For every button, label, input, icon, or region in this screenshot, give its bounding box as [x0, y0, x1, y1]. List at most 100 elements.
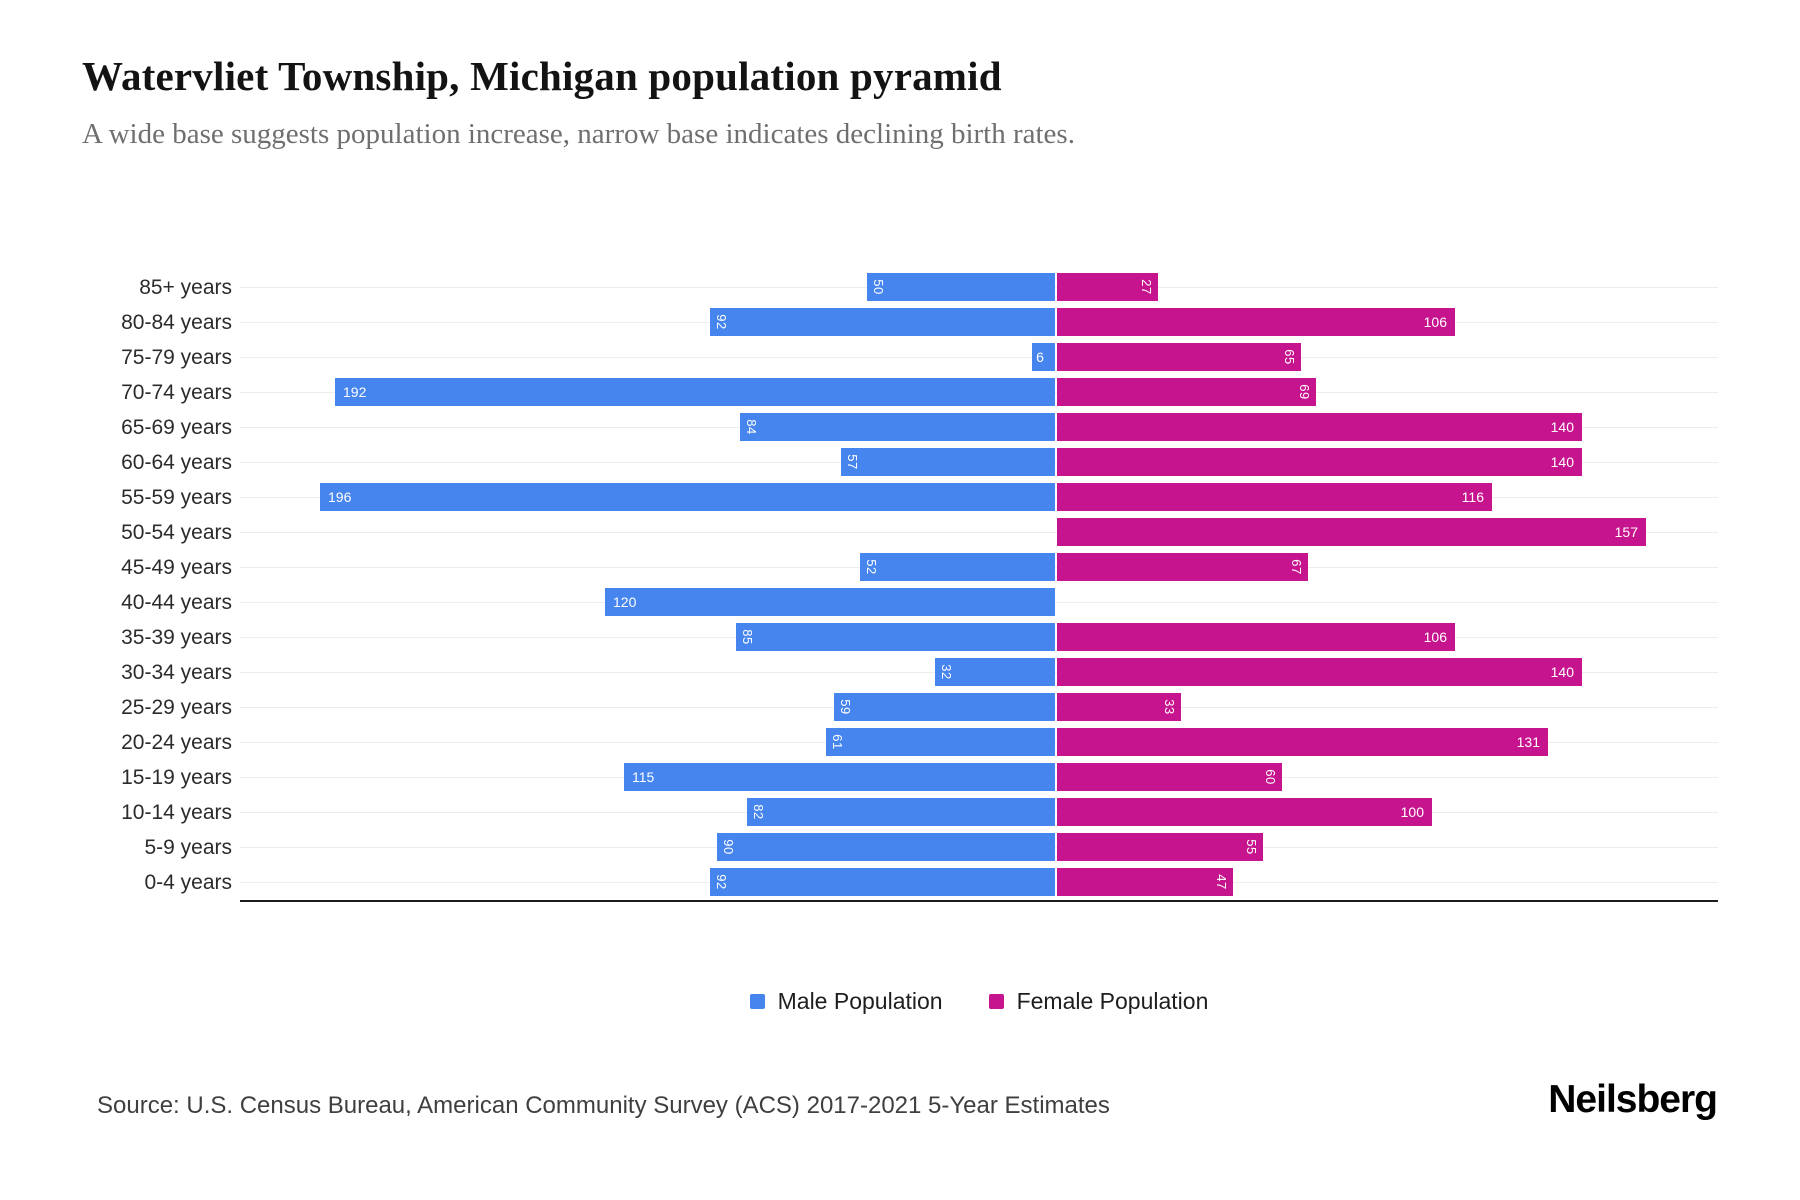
gridline	[240, 532, 1718, 533]
male-bar[interactable]: 59	[834, 693, 1055, 721]
y-axis-label: 25-29 years	[121, 696, 232, 719]
row-plot: 57 140	[240, 445, 1718, 480]
male-bar[interactable]: 196	[320, 483, 1055, 511]
female-bar[interactable]: 47	[1057, 868, 1233, 896]
bar-value-label: 90	[721, 839, 736, 855]
bar-value-label: 69	[1297, 384, 1312, 400]
male-bar[interactable]: 85	[736, 623, 1055, 651]
source-note: Source: U.S. Census Bureau, American Com…	[97, 1092, 1110, 1119]
legend-item[interactable]: Female Population	[988, 988, 1209, 1015]
male-bar[interactable]: 6	[1032, 343, 1055, 371]
bar-value-label: 82	[751, 804, 766, 820]
bar-value-label: 85	[740, 629, 755, 645]
y-axis-label: 45-49 years	[121, 556, 232, 579]
y-axis-label: 15-19 years	[121, 766, 232, 789]
female-bar[interactable]: 106	[1057, 308, 1455, 336]
pyramid-row: 80-84 years 92 106	[0, 305, 1800, 340]
row-plot: 82 100	[240, 795, 1718, 830]
legend-swatch-icon	[988, 994, 1004, 1009]
page-subtitle: A wide base suggests population increase…	[82, 118, 1075, 150]
female-bar[interactable]: 69	[1057, 378, 1316, 406]
legend-label: Female Population	[1016, 988, 1209, 1014]
row-plot: 92 106	[240, 305, 1718, 340]
male-bar[interactable]: 52	[860, 553, 1055, 581]
pyramid-row: 50-54 years 157	[0, 515, 1800, 550]
female-bar[interactable]: 106	[1057, 623, 1455, 651]
y-axis-label: 35-39 years	[121, 626, 232, 649]
x-axis-line	[240, 900, 1718, 902]
chart-rows: 85+ years 50 27 80-84 years 92 106 75-79 years…	[0, 270, 1800, 900]
male-bar[interactable]: 90	[717, 833, 1055, 861]
bar-value-label: 32	[939, 664, 954, 680]
bar-value-label: 140	[1550, 454, 1574, 470]
female-bar[interactable]: 140	[1057, 448, 1582, 476]
y-axis-label: 0-4 years	[144, 871, 232, 894]
male-bar[interactable]: 192	[335, 378, 1055, 406]
bar-value-label: 50	[871, 279, 886, 295]
female-bar[interactable]: 27	[1057, 273, 1158, 301]
bar-value-label: 106	[1423, 629, 1447, 645]
gridline	[240, 357, 1718, 358]
pyramid-row: 45-49 years 52 67	[0, 550, 1800, 585]
male-bar[interactable]: 92	[710, 308, 1055, 336]
bar-value-label: 120	[613, 594, 637, 610]
female-bar[interactable]: 33	[1057, 693, 1181, 721]
bar-value-label: 92	[714, 314, 729, 330]
male-bar[interactable]: 92	[710, 868, 1055, 896]
bar-value-label: 192	[343, 384, 367, 400]
female-bar[interactable]: 140	[1057, 413, 1582, 441]
bar-value-label: 33	[1162, 699, 1177, 715]
bar-value-label: 140	[1550, 419, 1574, 435]
pyramid-row: 5-9 years 90 55	[0, 830, 1800, 865]
legend-item[interactable]: Male Population	[749, 988, 943, 1015]
bar-value-label: 100	[1400, 804, 1424, 820]
row-plot: 120	[240, 585, 1718, 620]
male-bar[interactable]: 115	[624, 763, 1055, 791]
bar-value-label: 67	[1289, 559, 1304, 575]
pyramid-row: 25-29 years 59 33	[0, 690, 1800, 725]
female-bar[interactable]: 55	[1057, 833, 1263, 861]
row-plot: 52 67	[240, 550, 1718, 585]
pyramid-row: 75-79 years 6 65	[0, 340, 1800, 375]
y-axis-label: 65-69 years	[121, 416, 232, 439]
male-bar[interactable]: 84	[740, 413, 1055, 441]
y-axis-label: 85+ years	[139, 276, 232, 299]
female-bar[interactable]: 116	[1057, 483, 1492, 511]
male-bar[interactable]: 61	[826, 728, 1055, 756]
row-plot: 84 140	[240, 410, 1718, 445]
y-axis-label: 30-34 years	[121, 661, 232, 684]
female-bar[interactable]: 140	[1057, 658, 1582, 686]
bar-value-label: 57	[845, 454, 860, 470]
population-pyramid-chart: 85+ years 50 27 80-84 years 92 106 75-79 years…	[0, 270, 1800, 902]
bar-value-label: 55	[1244, 839, 1259, 855]
female-bar[interactable]: 67	[1057, 553, 1308, 581]
y-axis-label: 20-24 years	[121, 731, 232, 754]
row-plot: 196 116	[240, 480, 1718, 515]
female-bar[interactable]: 157	[1057, 518, 1646, 546]
pyramid-row: 85+ years 50 27	[0, 270, 1800, 305]
bar-value-label: 6	[1036, 349, 1044, 365]
pyramid-row: 30-34 years 32 140	[0, 655, 1800, 690]
male-bar[interactable]: 82	[747, 798, 1055, 826]
female-bar[interactable]: 131	[1057, 728, 1548, 756]
y-axis-label: 75-79 years	[121, 346, 232, 369]
neilsberg-logo: Neilsberg	[1548, 1078, 1718, 1121]
row-plot: 32 140	[240, 655, 1718, 690]
female-bar[interactable]: 65	[1057, 343, 1301, 371]
bar-value-label: 27	[1139, 279, 1154, 295]
pyramid-row: 60-64 years 57 140	[0, 445, 1800, 480]
female-bar[interactable]: 100	[1057, 798, 1432, 826]
male-bar[interactable]: 32	[935, 658, 1055, 686]
male-bar[interactable]: 120	[605, 588, 1055, 616]
legend-swatch-icon	[749, 994, 765, 1009]
pyramid-row: 55-59 years 196 116	[0, 480, 1800, 515]
bar-value-label: 65	[1282, 349, 1297, 365]
female-bar[interactable]: 60	[1057, 763, 1282, 791]
legend-label: Male Population	[777, 988, 943, 1014]
male-bar[interactable]: 57	[841, 448, 1055, 476]
bar-value-label: 84	[744, 419, 759, 435]
male-bar[interactable]: 50	[867, 273, 1055, 301]
row-plot: 6 65	[240, 340, 1718, 375]
y-axis-label: 55-59 years	[121, 486, 232, 509]
